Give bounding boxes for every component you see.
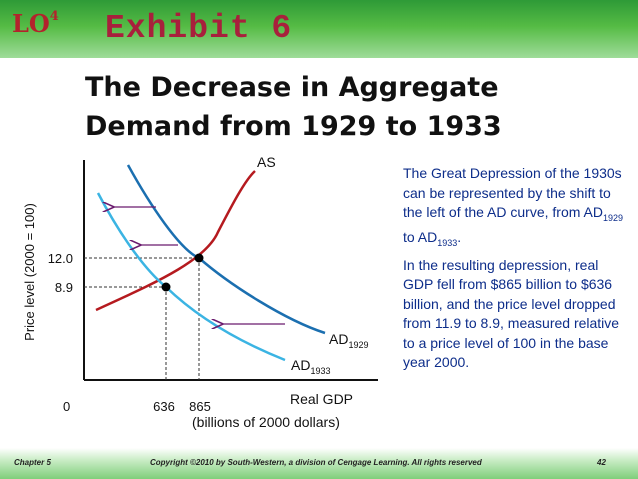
slide-title-line-2: Demand from 1929 to 1933	[85, 111, 502, 143]
x-tick-label-636: 636	[153, 399, 175, 414]
x-axis-label: Real GDP	[290, 391, 353, 407]
footer-page-number: 42	[597, 458, 606, 467]
explanation-text: The Great Depression of the 1930s can be…	[403, 164, 631, 375]
y-tick-label-12: 12.0	[48, 251, 73, 266]
origin-label: 0	[63, 399, 70, 414]
as-label: AS	[257, 154, 276, 170]
x-axis-sublabel: (billions of 2000 dollars)	[192, 414, 340, 430]
learning-objective-badge: LO4	[12, 9, 59, 38]
exhibit-label: Exhibit 6	[105, 10, 293, 47]
header-band	[0, 0, 638, 58]
explanation-paragraph-1: The Great Depression of the 1930s can be…	[403, 165, 624, 249]
footer-copyright: Copyright ©2010 by South-Western, a divi…	[150, 458, 482, 467]
footer-band	[0, 448, 638, 479]
equilibrium-point-1929	[194, 253, 204, 263]
equilibrium-point-1933	[161, 282, 171, 292]
y-tick-label-8.9: 8.9	[55, 280, 73, 295]
ad-1929-curve	[126, 164, 326, 335]
ad-1933-curve	[96, 192, 286, 362]
y-axis-label: Price level (2000 = 100)	[22, 203, 37, 341]
slide-title-line-1: The Decrease in Aggregate	[85, 72, 499, 103]
ad-1929-label: AD1929	[329, 331, 368, 350]
explanation-paragraph-2: In the resulting depression, real GDP fe…	[403, 256, 620, 371]
slide-title: The Decrease in Aggregate Demand from 19…	[85, 68, 565, 146]
x-tick-label-865: 865	[189, 399, 211, 414]
ad-1933-label: AD1933	[291, 357, 330, 376]
footer-chapter: Chapter 5	[14, 458, 51, 467]
as-curve	[95, 170, 256, 312]
